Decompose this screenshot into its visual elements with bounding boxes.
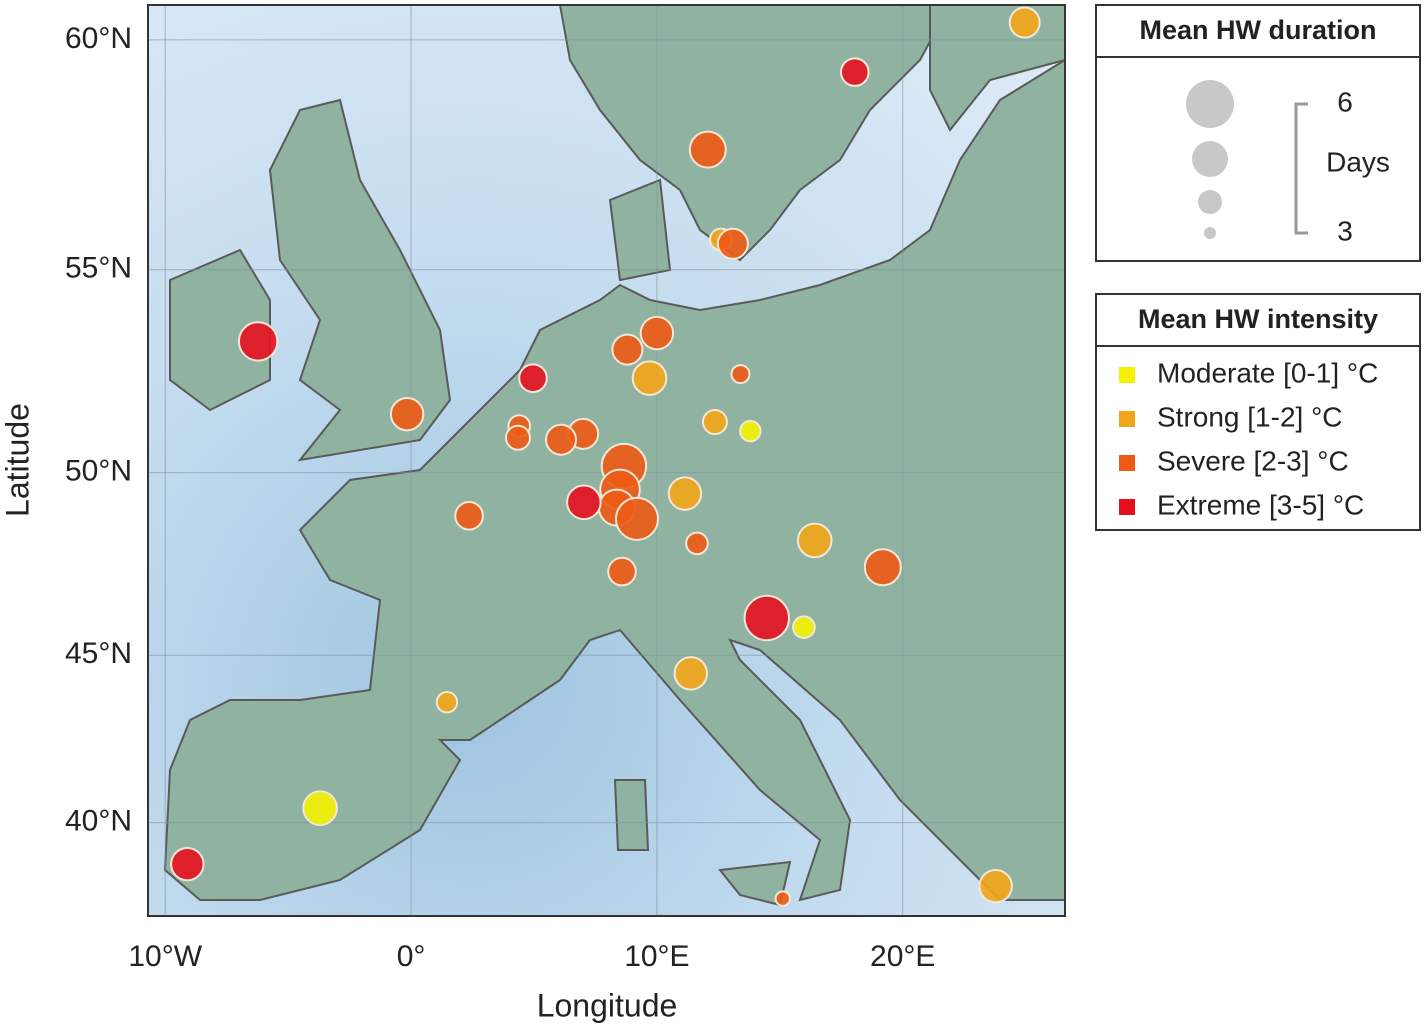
- legend-swatch: [1119, 367, 1135, 383]
- size-legend-title: Mean HW duration: [1140, 15, 1377, 45]
- x-tick-label: 10°W: [128, 940, 202, 973]
- color-legend-title: Mean HW intensity: [1138, 304, 1378, 334]
- size-bracket: [1294, 102, 1308, 235]
- plot-frame: [147, 4, 1066, 917]
- bubble: [716, 227, 749, 260]
- bubble: [435, 690, 459, 714]
- bubble: [673, 656, 709, 691]
- size-legend-circle: [1186, 80, 1234, 128]
- x-axis-label: Longitude: [537, 987, 678, 1023]
- bubble: [688, 130, 727, 169]
- size-legend-circle: [1204, 227, 1216, 239]
- bubble: [639, 315, 675, 351]
- bubble: [170, 846, 205, 882]
- y-tick-label: 50°N: [65, 455, 132, 488]
- x-tick-label: 20°E: [870, 940, 935, 973]
- bubble: [796, 522, 833, 559]
- bubble: [518, 363, 548, 393]
- bubble: [667, 476, 703, 511]
- grid: [148, 5, 1065, 916]
- bubble: [739, 419, 762, 443]
- bubble: [774, 890, 791, 907]
- bubble: [730, 364, 751, 385]
- bubble: [792, 615, 816, 640]
- legend-label: Severe [2-3] °C: [1157, 445, 1349, 476]
- bubble: [454, 501, 484, 531]
- x-tick-label: 0°: [397, 940, 426, 973]
- y-tick-label: 60°N: [65, 22, 132, 55]
- x-tick-label: 10°E: [624, 940, 689, 973]
- size-legend-label: 3: [1337, 215, 1353, 246]
- size-legend-label: 6: [1337, 86, 1353, 117]
- size-legend-circle: [1198, 190, 1222, 214]
- size-legend-box: [1095, 4, 1421, 262]
- bubble: [566, 484, 602, 521]
- bubble: [978, 868, 1013, 904]
- size-legend-circle: [1192, 141, 1228, 177]
- bubble: [840, 57, 870, 87]
- bubble: [607, 556, 637, 587]
- legend-swatch: [1119, 499, 1135, 515]
- bubble: [389, 396, 425, 432]
- color-legend-box: [1095, 293, 1421, 531]
- color-legend: Moderate [0-1] °C Strong [1-2] °C Severe […: [1119, 357, 1378, 520]
- bubble: [685, 531, 709, 556]
- legend-swatch: [1119, 411, 1135, 427]
- bubble: [743, 594, 790, 642]
- land-sardinia: [613, 779, 650, 851]
- size-legend-unit: Days: [1326, 146, 1390, 177]
- y-tick-label: 40°N: [65, 805, 132, 838]
- bubble: [611, 333, 644, 366]
- bubble: [504, 424, 531, 451]
- legend-label: Moderate [0-1] °C: [1157, 357, 1378, 388]
- land-ireland: [169, 248, 271, 412]
- bubbles: [170, 6, 1041, 907]
- bubble: [614, 496, 659, 541]
- legend-swatch: [1119, 455, 1135, 471]
- y-tick-label: 55°N: [65, 252, 132, 285]
- size-legend: 63: [1186, 80, 1353, 246]
- bubble: [701, 409, 728, 436]
- bubble: [1008, 6, 1041, 39]
- y-axis-label: Latitude: [0, 403, 35, 517]
- bubble: [237, 321, 279, 362]
- bubble: [863, 548, 902, 587]
- legend-label: Extreme [3-5] °C: [1157, 489, 1364, 520]
- legend-label: Strong [1-2] °C: [1157, 401, 1343, 432]
- bubble: [631, 360, 668, 396]
- y-tick-label: 45°N: [65, 637, 132, 670]
- bubble: [302, 790, 338, 826]
- bubble: [545, 423, 578, 456]
